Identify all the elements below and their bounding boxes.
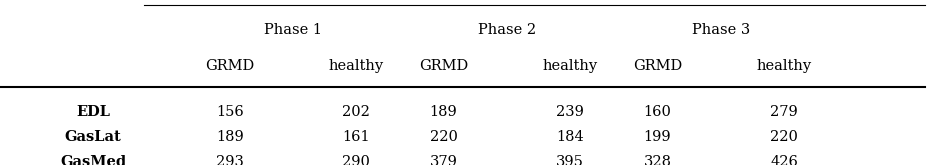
Text: 293: 293 <box>216 155 244 165</box>
Text: Phase 3: Phase 3 <box>692 23 750 37</box>
Text: 290: 290 <box>342 155 370 165</box>
Text: 395: 395 <box>556 155 584 165</box>
Text: 279: 279 <box>770 105 798 119</box>
Text: GRMD: GRMD <box>206 59 254 73</box>
Text: 156: 156 <box>216 105 244 119</box>
Text: GasLat: GasLat <box>64 130 122 144</box>
Text: 220: 220 <box>430 130 458 144</box>
Text: Phase 1: Phase 1 <box>264 23 322 37</box>
Text: 161: 161 <box>342 130 370 144</box>
Text: 189: 189 <box>430 105 458 119</box>
Text: 184: 184 <box>556 130 584 144</box>
Text: 426: 426 <box>770 155 798 165</box>
Text: 239: 239 <box>556 105 584 119</box>
Text: 220: 220 <box>770 130 798 144</box>
Text: 328: 328 <box>644 155 671 165</box>
Text: healthy: healthy <box>328 59 384 73</box>
Text: 189: 189 <box>216 130 244 144</box>
Text: Phase 2: Phase 2 <box>478 23 536 37</box>
Text: 202: 202 <box>342 105 370 119</box>
Text: GRMD: GRMD <box>633 59 682 73</box>
Text: 160: 160 <box>644 105 671 119</box>
Text: healthy: healthy <box>756 59 812 73</box>
Text: GRMD: GRMD <box>419 59 468 73</box>
Text: 199: 199 <box>644 130 671 144</box>
Text: EDL: EDL <box>76 105 110 119</box>
Text: 379: 379 <box>430 155 458 165</box>
Text: GasMed: GasMed <box>60 155 126 165</box>
Text: healthy: healthy <box>542 59 598 73</box>
